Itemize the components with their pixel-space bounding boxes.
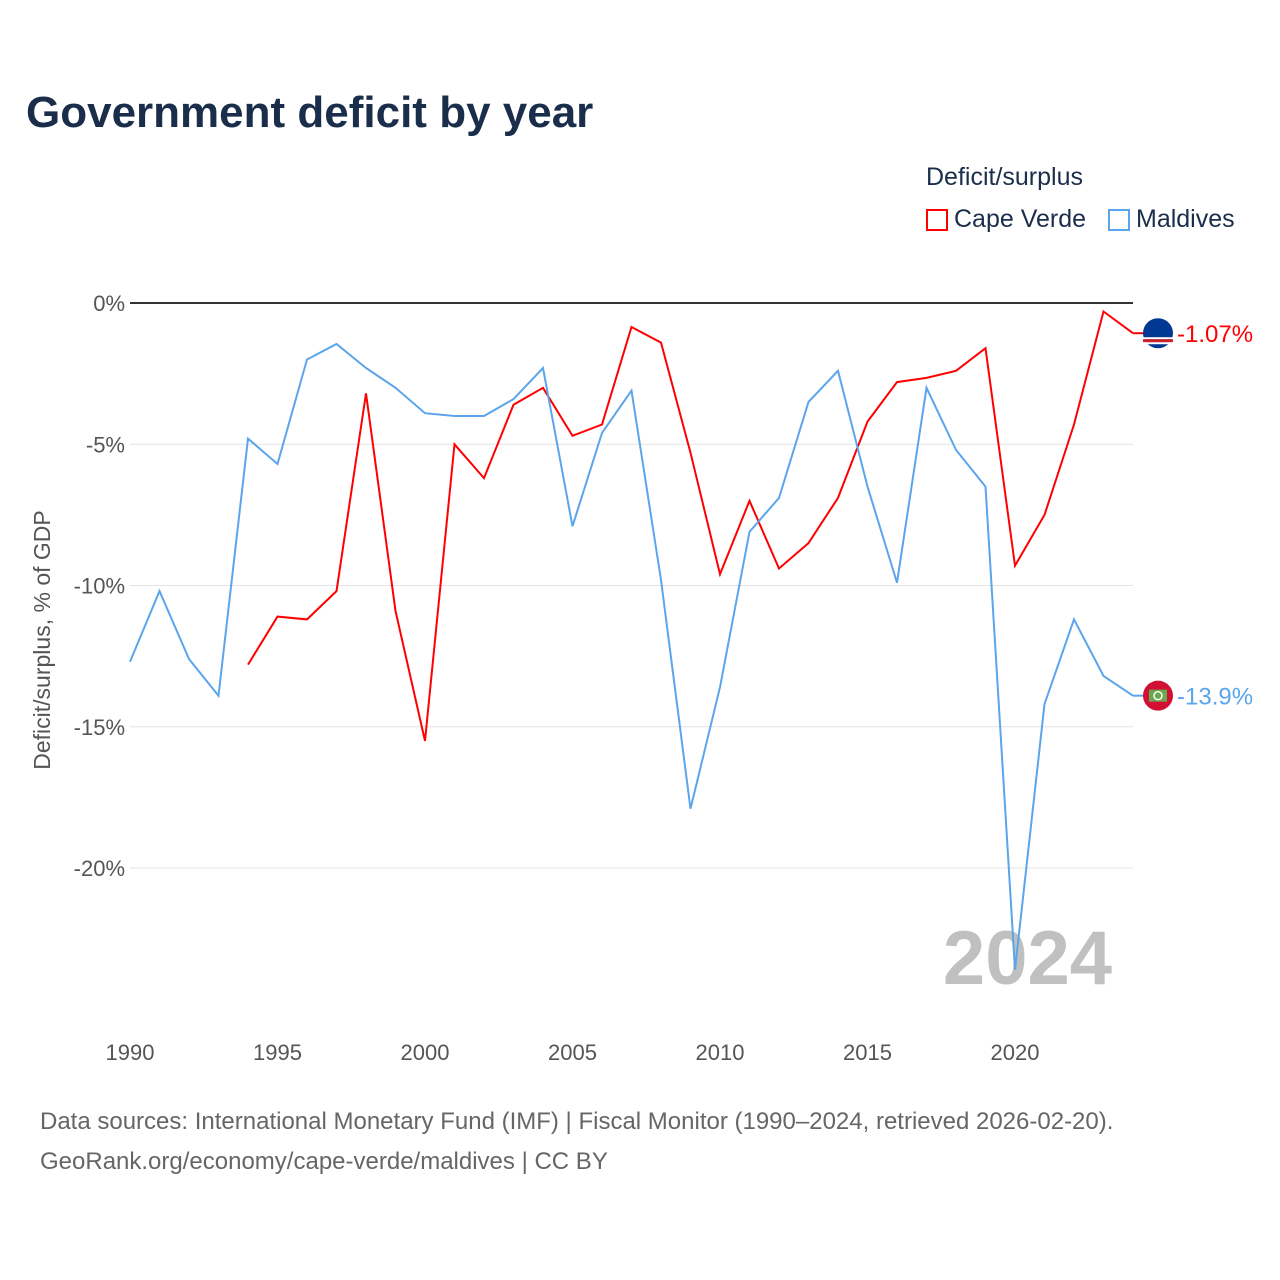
- legend-item-cape-verde[interactable]: Cape Verde: [926, 205, 1086, 234]
- end-value-label-cape-verde: -1.07%: [1177, 321, 1253, 348]
- legend-label: Maldives: [1136, 205, 1235, 233]
- y-tick-label: -15%: [74, 715, 125, 740]
- series-line-cape-verde: [247, 309, 1134, 742]
- legend-swatch-cape-verde: [926, 208, 948, 231]
- y-axis-label: Deficit/surplus, % of GDP: [29, 510, 55, 769]
- x-tick-label: 2020: [991, 1040, 1040, 1065]
- x-tick-label: 2005: [548, 1040, 597, 1065]
- legend-title: Deficit/surplus: [926, 163, 1083, 191]
- x-tick-label: 1990: [106, 1040, 155, 1065]
- legend-item-maldives[interactable]: Maldives: [1108, 205, 1235, 234]
- legend-swatch-maldives: [1108, 208, 1130, 231]
- y-tick-label: 0%: [93, 291, 125, 316]
- y-tick-label: -10%: [74, 574, 125, 599]
- footer-sources: Data sources: International Monetary Fun…: [40, 1108, 1114, 1135]
- flag-stripe: [1143, 342, 1173, 345]
- x-tick-label: 2010: [696, 1040, 745, 1065]
- x-tick-label: 2000: [401, 1040, 450, 1065]
- end-value-label-maldives: -13.9%: [1177, 684, 1253, 711]
- x-tick-label: 2015: [843, 1040, 892, 1065]
- y-tick-label: -20%: [74, 856, 125, 881]
- footer-link[interactable]: GeoRank.org/economy/cape-verde/maldives …: [40, 1148, 608, 1175]
- flag-stripe: [1143, 337, 1173, 340]
- legend-label: Cape Verde: [954, 205, 1087, 233]
- x-tick-label: 1995: [253, 1040, 302, 1065]
- year-watermark: 2024: [943, 916, 1112, 1001]
- chart-title: Government deficit by year: [26, 88, 594, 137]
- series-line-maldives: [129, 342, 1134, 970]
- flag-green-field: [1149, 689, 1167, 702]
- flag-crescent: [1153, 690, 1163, 701]
- flag-stripe: [1143, 339, 1173, 343]
- y-tick-label: -5%: [86, 432, 125, 457]
